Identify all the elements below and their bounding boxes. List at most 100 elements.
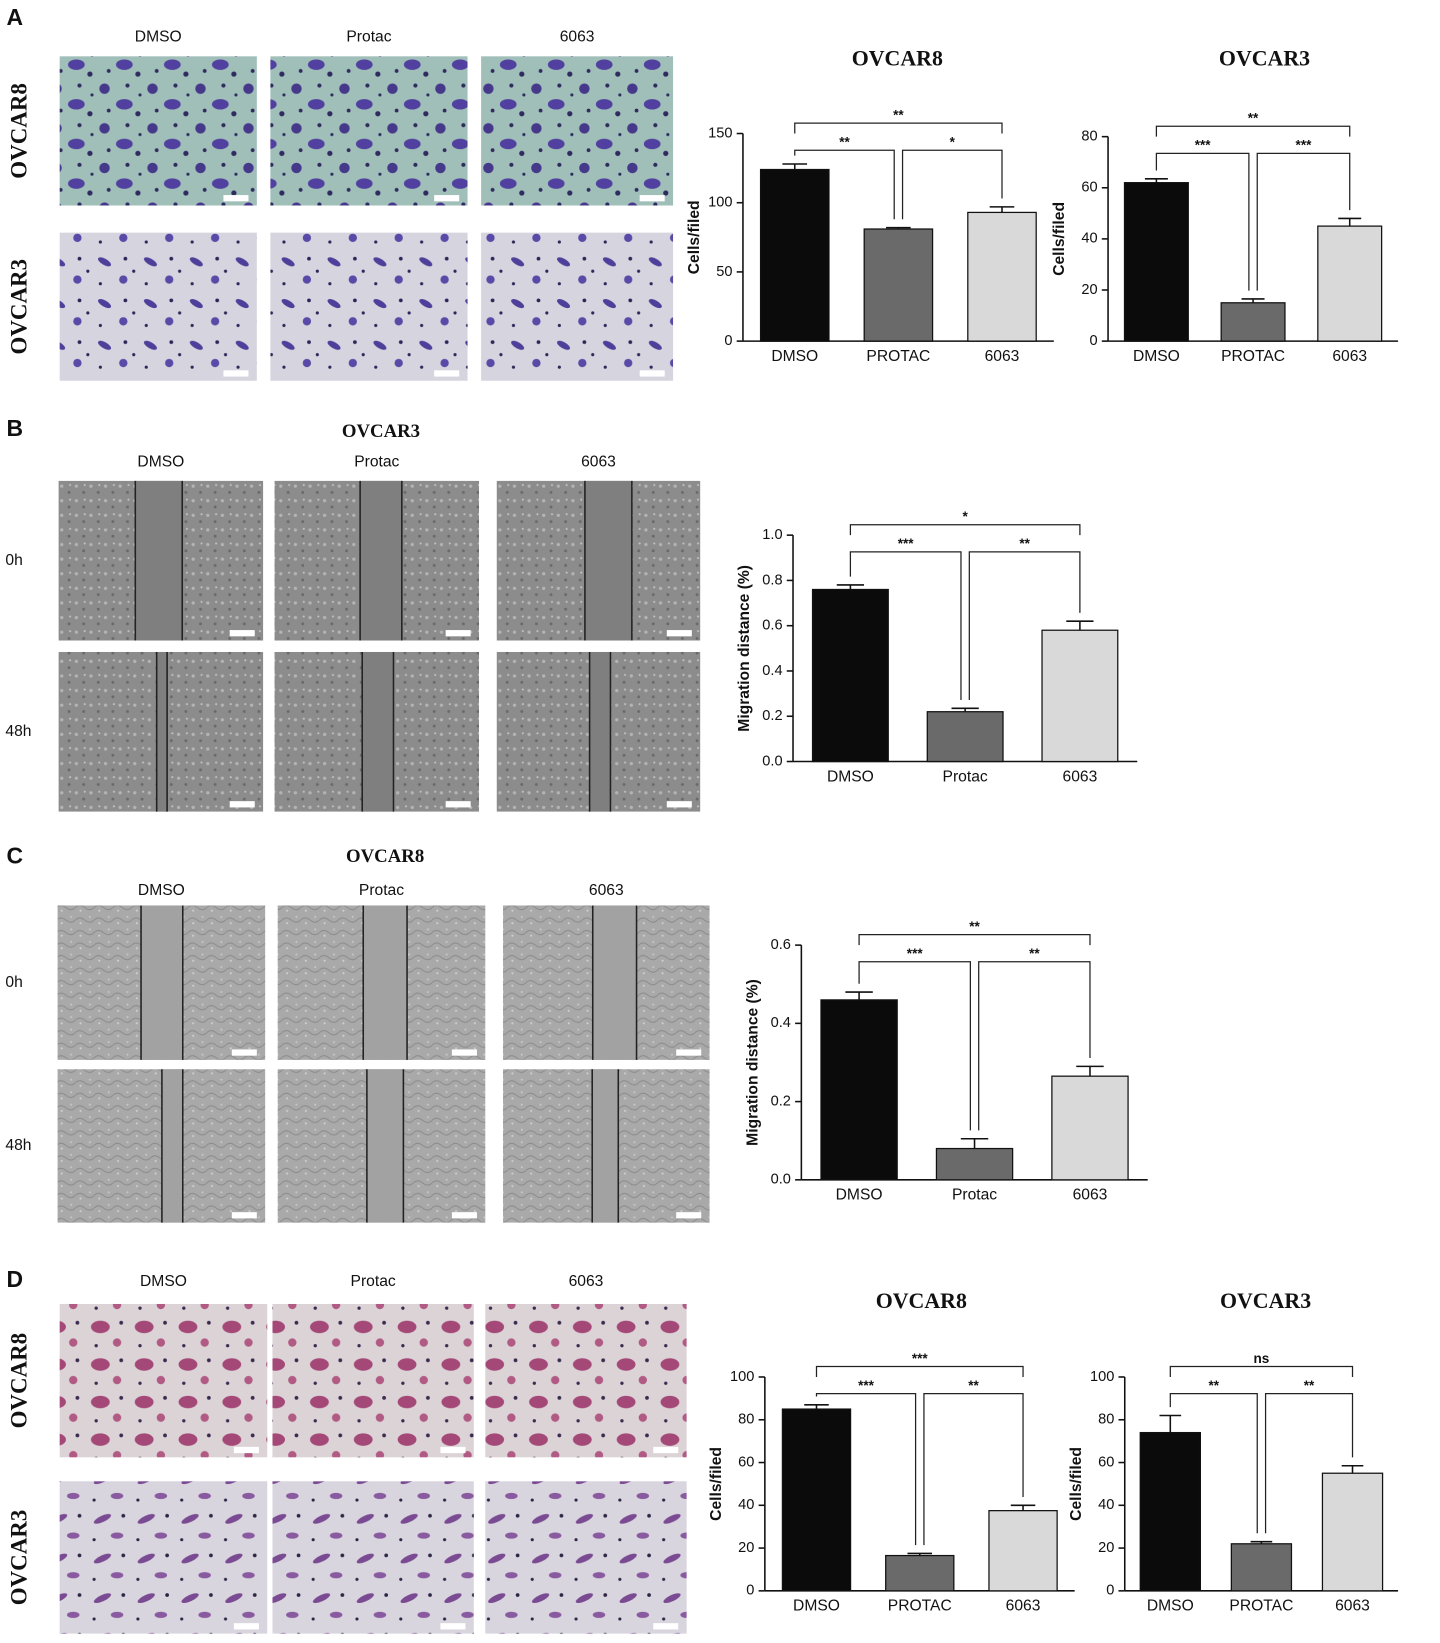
chart-title: OVCAR3 [1219, 46, 1310, 71]
wound-gap [156, 651, 168, 812]
panel-letter: A [6, 4, 23, 30]
x-tick-label: DMSO [836, 1187, 883, 1204]
significance-bracket [849, 524, 1081, 536]
y-tick-label: 0.2 [771, 1093, 791, 1109]
column-label: Protac [346, 29, 391, 46]
y-tick-label: 0 [1090, 333, 1098, 349]
bar [1230, 1543, 1293, 1592]
bar [885, 1554, 955, 1592]
significance-label: *** [907, 946, 924, 961]
micrograph [481, 232, 674, 381]
x-tick-label: Protac [943, 768, 988, 785]
significance-label: ** [969, 919, 980, 934]
scale-bar [451, 1049, 477, 1056]
wound-gap [366, 1069, 404, 1223]
x-tick-label: DMSO [1133, 348, 1180, 365]
micrograph [59, 1481, 268, 1634]
column-label: DMSO [140, 1273, 187, 1290]
micrograph [272, 1481, 474, 1634]
scale-bar [666, 630, 692, 637]
y-tick-label: 80 [738, 1412, 754, 1428]
y-axis-label: Cells/filed [1051, 202, 1068, 276]
significance-label: *** [1296, 138, 1313, 153]
significance-label: ** [1304, 1378, 1315, 1393]
micrograph [59, 232, 257, 381]
y-tick-label: 40 [1098, 1497, 1114, 1513]
scale-bar [676, 1212, 702, 1219]
significance-bracket [1169, 1393, 1258, 1534]
column-label: Protac [351, 1273, 396, 1290]
scale-bar [666, 801, 692, 808]
y-tick-label: 0.0 [771, 1172, 791, 1188]
y-tick-label: 0.6 [771, 937, 791, 953]
significance-label: ** [1208, 1378, 1219, 1393]
y-tick-label: 20 [738, 1540, 754, 1556]
significance-label: ** [893, 107, 904, 122]
scale-bar [231, 1049, 257, 1056]
chart-title: OVCAR8 [876, 1288, 967, 1313]
micrograph [485, 1303, 687, 1458]
significance-label: *** [1195, 138, 1212, 153]
column-label: 6063 [581, 453, 616, 470]
y-tick-label: 1.0 [762, 527, 782, 543]
x-tick-label: 6063 [985, 348, 1020, 365]
scale-bar [653, 1446, 679, 1454]
scale-bar [451, 1212, 477, 1219]
row-label: OVCAR3 [6, 259, 31, 355]
x-tick-label: DMSO [1147, 1598, 1194, 1615]
x-tick-label: PROTAC [1229, 1598, 1293, 1615]
micrograph [272, 1303, 474, 1458]
y-axis-label: Migration distance (%) [745, 979, 762, 1146]
y-tick-label: 40 [738, 1497, 754, 1513]
scale-bar [233, 1446, 259, 1454]
y-tick-label: 50 [716, 264, 732, 280]
x-tick-label: DMSO [827, 768, 874, 785]
y-tick-label: 150 [708, 125, 732, 141]
significance-bracket [858, 934, 1091, 946]
micrograph [485, 1481, 687, 1634]
y-tick-label: 60 [738, 1454, 754, 1470]
x-tick-label: PROTAC [866, 348, 930, 365]
wound-gap [592, 1069, 619, 1223]
x-tick-label: PROTAC [888, 1598, 952, 1615]
bar [988, 1510, 1058, 1592]
significance-bracket [1264, 1393, 1354, 1534]
significance-label: *** [898, 536, 915, 551]
row-label: 48h [5, 723, 31, 740]
bar [935, 1147, 1014, 1181]
scale-bar [229, 801, 255, 808]
column-label: 6063 [589, 882, 624, 899]
significance-label: ** [1019, 536, 1030, 551]
wound-gap [592, 905, 637, 1060]
scale-bar [434, 195, 460, 202]
column-label: 6063 [569, 1273, 604, 1290]
column-label: DMSO [137, 453, 184, 470]
wound-gap [141, 905, 183, 1060]
scale-bar [231, 1212, 257, 1219]
wound-gap [135, 480, 183, 641]
y-tick-label: 100 [708, 195, 732, 211]
y-tick-label: 0.0 [762, 753, 782, 769]
row-label: 48h [5, 1137, 31, 1154]
scale-bar [445, 801, 471, 808]
scale-bar [639, 370, 665, 377]
y-tick-label: 0.4 [762, 663, 782, 679]
panel-letter: D [6, 1266, 23, 1292]
bar [1317, 225, 1383, 342]
wound-gap [584, 480, 632, 641]
y-tick-label: 100 [730, 1369, 754, 1385]
x-tick-label: 6063 [1006, 1598, 1041, 1615]
row-label: 0h [5, 552, 22, 569]
bar [820, 999, 898, 1181]
row-label: OVCAR8 [6, 1333, 31, 1429]
scale-bar [653, 1623, 679, 1630]
y-tick-label: 80 [1098, 1412, 1114, 1428]
bar [759, 168, 830, 342]
bar [781, 1408, 852, 1592]
bar [863, 228, 934, 342]
y-axis-label: Migration distance (%) [736, 565, 753, 732]
micrograph [270, 232, 468, 381]
wound-gap [362, 651, 394, 812]
significance-bracket [794, 149, 895, 220]
